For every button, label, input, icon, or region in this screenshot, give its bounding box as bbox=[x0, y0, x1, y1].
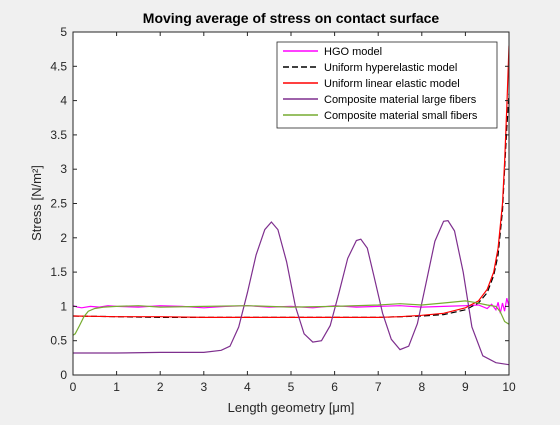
legend: HGO model Uniform hyperelastic model Unifo… bbox=[276, 41, 498, 129]
tick-layer: 0 1 2 3 4 5 6 7 8 9 10 0 0.5 1 1.5 2 2.5 3 3.5 4 4.5 5 bbox=[50, 25, 516, 394]
y-tick-label: 0.5 bbox=[50, 334, 67, 348]
y-tick-label: 2 bbox=[60, 231, 67, 245]
legend-label: HGO model bbox=[324, 46, 382, 58]
y-tick-label: 1.5 bbox=[50, 265, 67, 279]
x-tick-label: 5 bbox=[288, 380, 295, 394]
y-axis-label: Stress [N/m²] bbox=[29, 165, 44, 241]
x-tick-label: 8 bbox=[418, 380, 425, 394]
x-tick-label: 7 bbox=[375, 380, 382, 394]
series-line-1 bbox=[73, 298, 509, 314]
y-tick-label: 0 bbox=[60, 368, 67, 382]
legend-entries: HGO model Uniform hyperelastic model Unifo… bbox=[283, 46, 478, 122]
y-tick-label: 1 bbox=[60, 299, 67, 313]
x-tick-label: 3 bbox=[200, 380, 207, 394]
x-tick-label: 4 bbox=[244, 380, 251, 394]
x-tick-label: 6 bbox=[331, 380, 338, 394]
legend-box bbox=[276, 41, 498, 129]
x-tick-label: 2 bbox=[157, 380, 164, 394]
y-tick-label: 3 bbox=[60, 162, 67, 176]
series-layer bbox=[73, 45, 509, 366]
x-tick-label: 0 bbox=[70, 380, 77, 394]
chart-title: Moving average of stress on contact surf… bbox=[143, 10, 440, 26]
y-tick-label: 3.5 bbox=[50, 128, 67, 142]
x-axis-label: Length geometry [μm] bbox=[228, 400, 355, 415]
y-tick-label: 4.5 bbox=[50, 59, 67, 73]
legend-label: Uniform hyperelastic model bbox=[324, 62, 457, 74]
legend-label: Uniform linear elastic model bbox=[324, 78, 460, 90]
y-tick-label: 2.5 bbox=[50, 197, 67, 211]
x-tick-label: 9 bbox=[462, 380, 469, 394]
y-tick-label: 4 bbox=[60, 94, 67, 108]
x-tick-label: 10 bbox=[502, 380, 516, 394]
series-line-4 bbox=[73, 220, 509, 366]
legend-label: Composite material large fibers bbox=[324, 94, 477, 106]
series-line-3 bbox=[73, 45, 509, 318]
y-tick-label: 5 bbox=[60, 25, 67, 39]
x-tick-label: 1 bbox=[113, 380, 120, 394]
legend-label: Composite material small fibers bbox=[324, 110, 478, 122]
series-line-5 bbox=[73, 300, 509, 336]
